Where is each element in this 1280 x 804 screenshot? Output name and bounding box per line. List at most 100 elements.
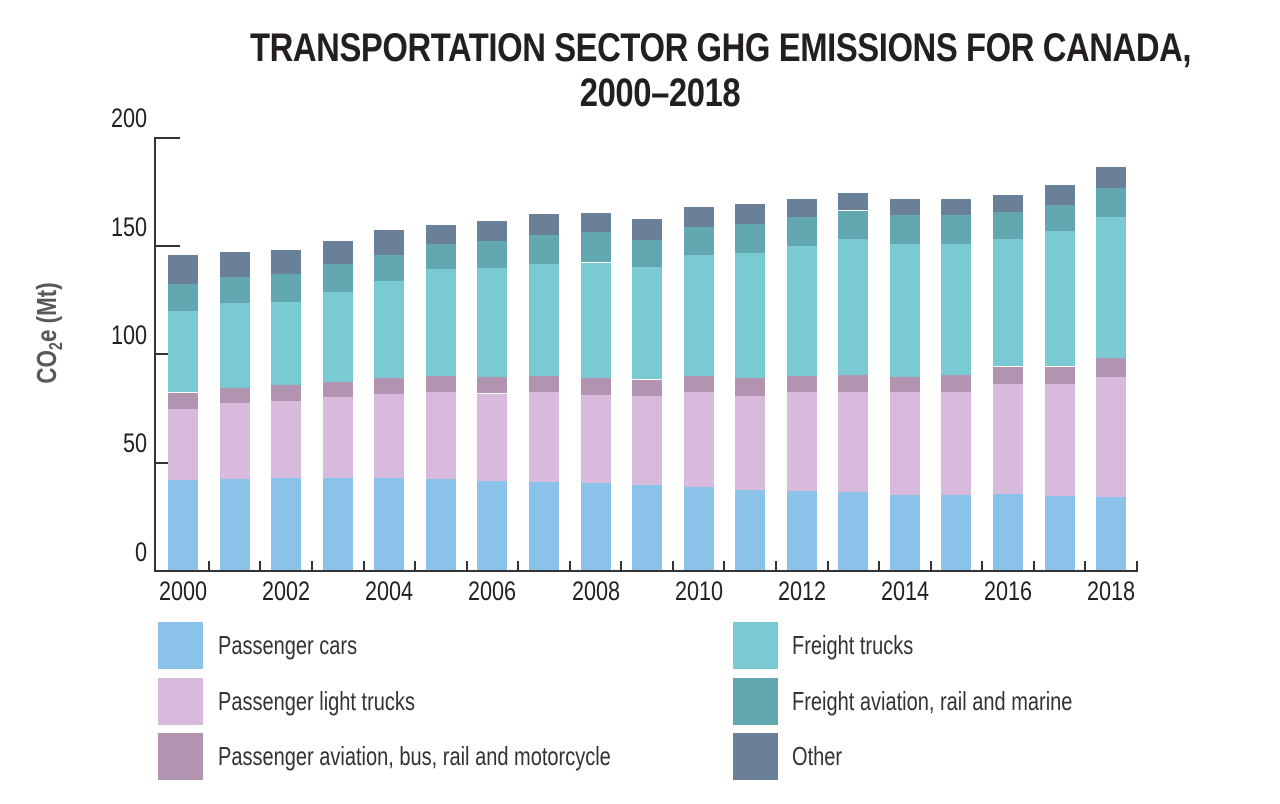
bar-segment-2005 [425,478,456,570]
bar-segment-2013 [838,375,869,393]
bar-segment-2003 [322,291,353,382]
bar-2012 [786,198,817,570]
bar-segment-2005 [425,224,456,245]
bar-segment-2003 [322,396,353,478]
bar-segment-2012 [786,392,817,491]
x-axis-tick [929,561,932,570]
y-axis-tick-label: 200 [110,103,147,134]
bar-segment-2007 [528,482,559,570]
x-axis-tick [878,561,881,570]
bar-segment-2005 [425,392,456,479]
bar-segment-2000 [168,392,198,409]
bar-segment-2003 [322,381,353,397]
bar-segment-2015 [941,375,972,393]
legend-swatch [158,733,203,780]
bar-segment-2018 [1096,217,1127,358]
bar-segment-2014 [889,198,920,215]
bar-segment-2003 [322,263,353,292]
bar-segment-2009 [632,266,662,380]
bar-segment-2006 [477,240,508,268]
x-axis-tick [362,561,365,570]
x-axis-tick-label: 2014 [880,576,929,606]
bar-segment-2004 [374,281,405,379]
bar-2002 [271,249,302,570]
x-axis-line [154,570,1138,572]
legend-label: Passenger cars [218,630,358,660]
y-axis-tick-label: 50 [122,428,147,459]
bar-segment-2018 [1096,497,1127,570]
bar-segment-2011 [735,489,766,570]
x-axis-tick [1032,561,1035,570]
x-axis-tick [1084,561,1087,570]
bar-segment-2012 [786,376,817,393]
y-axis-tick-label: 100 [110,319,147,350]
bar-2013 [838,193,869,570]
bar-segment-2015 [941,392,972,496]
legend-label: Passenger light trucks [218,686,415,716]
bar-2016 [993,195,1023,570]
bar-segment-2011 [735,252,766,379]
legend-label: Passenger aviation, bus, rail and motorc… [218,741,611,771]
bar-segment-2016 [993,383,1023,495]
bar-2004 [374,230,405,570]
bar-segment-2016 [993,366,1023,384]
x-axis-tick [826,561,829,570]
legend-label: Freight aviation, rail and marine [792,686,1073,716]
legend-swatch [158,622,203,669]
legend-swatch [733,678,778,725]
bar-2017 [1044,184,1075,570]
bar-segment-2011 [735,204,766,224]
bar-segment-2008 [580,483,611,570]
bar-segment-2000 [168,311,198,393]
x-axis-tick [671,561,674,570]
bar-segment-2002 [271,274,302,302]
legend-swatch [158,678,203,725]
bar-segment-2002 [271,384,302,402]
bar-segment-2014 [889,377,920,393]
bar-segment-2018 [1096,377,1127,498]
bar-2018 [1096,167,1127,570]
bar-segment-2005 [425,376,456,393]
bar-segment-2012 [786,217,817,247]
bar-segment-2006 [477,267,508,378]
bar-segment-2017 [1044,496,1075,570]
bar-segment-2007 [528,213,559,236]
bar-segment-2001 [219,302,250,389]
bar-segment-2012 [786,246,817,377]
bar-segment-2008 [580,262,611,379]
bar-2007 [528,213,559,570]
bar-segment-2017 [1044,231,1075,367]
bar-segment-2007 [528,263,559,377]
bar-segment-2010 [683,392,714,487]
bar-segment-2004 [374,378,405,394]
bar-segment-2015 [941,214,972,245]
bar-segment-2003 [322,477,353,570]
bar-segment-2014 [889,392,920,496]
bar-2005 [425,224,456,570]
bar-2003 [322,240,353,570]
bar-segment-2005 [425,269,456,377]
bar-segment-2008 [580,212,611,233]
y-axis-tick-label: 0 [134,536,147,567]
bar-segment-2001 [219,403,250,479]
y-axis-tick [154,353,180,356]
x-axis-tick [207,561,210,570]
bar-segment-2000 [168,408,198,481]
bar-segment-2001 [219,251,250,277]
y-axis-tick [154,245,180,248]
bar-segment-2004 [374,230,405,255]
x-axis-tick [620,561,623,570]
bar-segment-2013 [838,238,869,376]
bar-segment-2009 [632,219,662,240]
bar-segment-2002 [271,249,302,275]
bar-segment-2001 [219,388,250,404]
x-axis-tick [517,561,520,570]
bar-segment-2016 [993,195,1023,212]
x-axis-tick [981,561,984,570]
bar-segment-2008 [580,394,611,484]
bar-2000 [168,255,198,570]
bar-segment-2006 [477,481,508,570]
